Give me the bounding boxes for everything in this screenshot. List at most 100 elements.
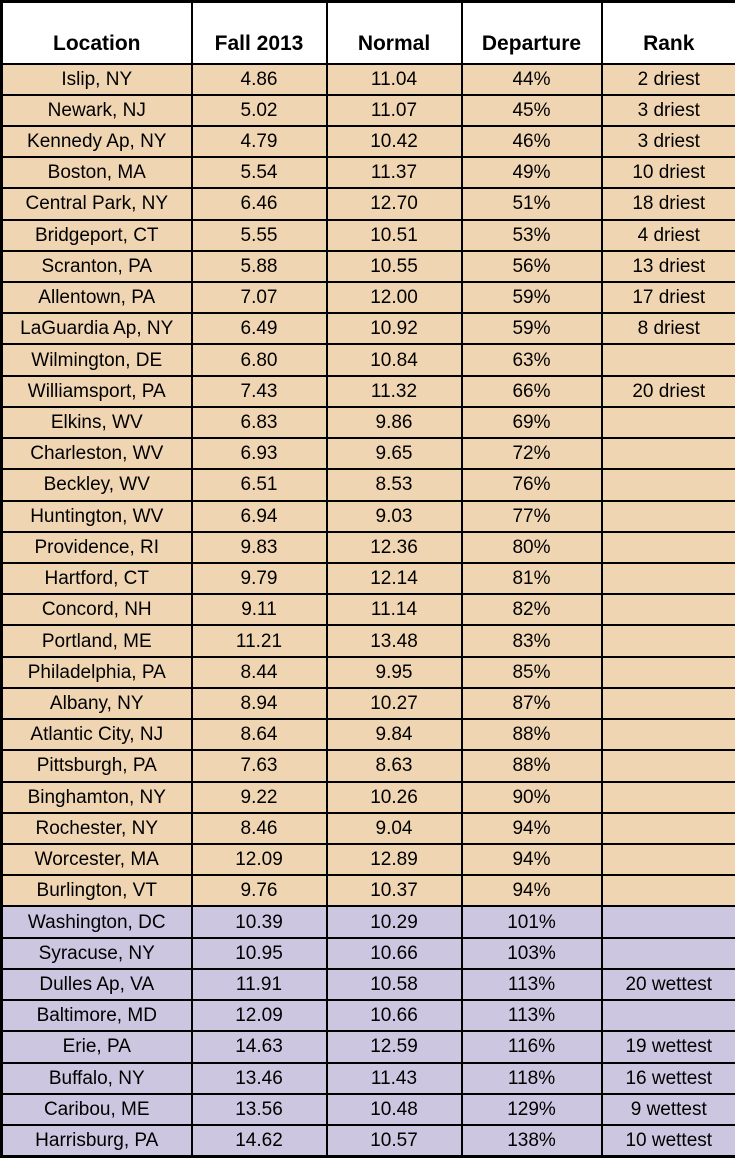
cell-rank xyxy=(600,749,735,783)
cell-normal: 9.65 xyxy=(325,437,463,471)
cell-location: Scranton, PA xyxy=(0,249,193,284)
cell-fall-2013: 9.11 xyxy=(190,593,328,627)
table-row: Washington, DC 10.39 10.29 101% xyxy=(0,905,735,939)
cell-rank: 3 driest xyxy=(600,124,735,159)
cell-rank xyxy=(600,811,735,845)
cell-rank xyxy=(600,999,735,1033)
cell-location: Charleston, WV xyxy=(0,437,193,471)
cell-normal: 10.51 xyxy=(325,218,463,252)
table-row: Wilmington, DE 6.80 10.84 63% xyxy=(0,343,735,377)
cell-rank: 10 wettest xyxy=(600,1123,735,1158)
cell-fall-2013: 5.55 xyxy=(190,218,328,252)
cell-fall-2013: 6.83 xyxy=(190,405,328,440)
column-header-fall-2013: Fall 2013 xyxy=(190,0,328,65)
table-row: Newark, NJ 5.02 11.07 45% 3 driest xyxy=(0,93,735,127)
cell-fall-2013: 11.91 xyxy=(190,967,328,1002)
table-row: Rochester, NY 8.46 9.04 94% xyxy=(0,811,735,845)
cell-location: Elkins, WV xyxy=(0,405,193,440)
cell-normal: 9.86 xyxy=(325,405,463,440)
cell-location: Syracuse, NY xyxy=(0,936,193,970)
cell-fall-2013: 11.21 xyxy=(190,624,328,658)
cell-normal: 8.63 xyxy=(325,749,463,783)
table-row: Kennedy Ap, NY 4.79 10.42 46% 3 driest xyxy=(0,124,735,159)
cell-departure: 53% xyxy=(460,218,603,252)
table-row: Allentown, PA 7.07 12.00 59% 17 driest xyxy=(0,281,735,315)
cell-departure: 94% xyxy=(460,842,603,877)
cell-normal: 10.55 xyxy=(325,249,463,284)
cell-departure: 88% xyxy=(460,749,603,783)
cell-departure: 59% xyxy=(460,281,603,315)
cell-rank xyxy=(600,593,735,627)
cell-rank xyxy=(600,686,735,721)
table-header-row: Location Fall 2013 Normal Departure Rank xyxy=(0,0,735,65)
cell-rank xyxy=(600,530,735,565)
cell-fall-2013: 14.63 xyxy=(190,1030,328,1064)
cell-normal: 8.53 xyxy=(325,468,463,502)
cell-fall-2013: 6.49 xyxy=(190,312,328,346)
cell-departure: 85% xyxy=(460,655,603,689)
cell-fall-2013: 10.39 xyxy=(190,905,328,939)
cell-departure: 76% xyxy=(460,468,603,502)
cell-normal: 10.42 xyxy=(325,124,463,159)
cell-location: Rochester, NY xyxy=(0,811,193,845)
cell-departure: 94% xyxy=(460,811,603,845)
cell-fall-2013: 8.46 xyxy=(190,811,328,845)
table-row: Harrisburg, PA 14.62 10.57 138% 10 wettest xyxy=(0,1123,735,1158)
table-row: Burlington, VT 9.76 10.37 94% xyxy=(0,874,735,908)
cell-rank xyxy=(600,405,735,440)
table-row: Binghamton, NY 9.22 10.26 90% xyxy=(0,780,735,814)
cell-normal: 12.59 xyxy=(325,1030,463,1064)
cell-normal: 11.07 xyxy=(325,93,463,127)
cell-rank: 10 driest xyxy=(600,156,735,190)
cell-fall-2013: 7.43 xyxy=(190,374,328,408)
table-row: Scranton, PA 5.88 10.55 56% 13 driest xyxy=(0,249,735,284)
cell-location: Boston, MA xyxy=(0,156,193,190)
cell-fall-2013: 12.09 xyxy=(190,999,328,1033)
cell-departure: 46% xyxy=(460,124,603,159)
table-row: Erie, PA 14.63 12.59 116% 19 wettest xyxy=(0,1030,735,1064)
table-row: Albany, NY 8.94 10.27 87% xyxy=(0,686,735,721)
cell-location: Atlantic City, NJ xyxy=(0,718,193,752)
cell-location: Wilmington, DE xyxy=(0,343,193,377)
table-body: Islip, NY 4.86 11.04 44% 2 driest Newark, NJ 5… xyxy=(0,62,735,1158)
table-row: Buffalo, NY 13.46 11.43 118% 16 wettest xyxy=(0,1061,735,1095)
cell-normal: 12.89 xyxy=(325,842,463,877)
cell-fall-2013: 13.56 xyxy=(190,1092,328,1126)
cell-normal: 9.95 xyxy=(325,655,463,689)
cell-departure: 45% xyxy=(460,93,603,127)
cell-rank: 19 wettest xyxy=(600,1030,735,1064)
cell-normal: 11.32 xyxy=(325,374,463,408)
cell-departure: 129% xyxy=(460,1092,603,1126)
cell-location: Worcester, MA xyxy=(0,842,193,877)
cell-rank: 20 wettest xyxy=(600,967,735,1002)
cell-location: Albany, NY xyxy=(0,686,193,721)
cell-fall-2013: 6.51 xyxy=(190,468,328,502)
cell-rank xyxy=(600,624,735,658)
column-header-normal: Normal xyxy=(325,0,463,65)
cell-normal: 9.03 xyxy=(325,499,463,533)
cell-rank: 8 driest xyxy=(600,312,735,346)
cell-departure: 63% xyxy=(460,343,603,377)
cell-normal: 9.04 xyxy=(325,811,463,845)
cell-location: Binghamton, NY xyxy=(0,780,193,814)
cell-location: Beckley, WV xyxy=(0,468,193,502)
cell-fall-2013: 8.64 xyxy=(190,718,328,752)
cell-normal: 11.37 xyxy=(325,156,463,190)
cell-departure: 138% xyxy=(460,1123,603,1158)
cell-rank xyxy=(600,718,735,752)
cell-fall-2013: 10.95 xyxy=(190,936,328,970)
cell-rank xyxy=(600,561,735,596)
cell-location: Huntington, WV xyxy=(0,499,193,533)
cell-location: Harrisburg, PA xyxy=(0,1123,193,1158)
cell-normal: 11.43 xyxy=(325,1061,463,1095)
cell-departure: 83% xyxy=(460,624,603,658)
cell-location: Williamsport, PA xyxy=(0,374,193,408)
table-row: Hartford, CT 9.79 12.14 81% xyxy=(0,561,735,596)
cell-rank xyxy=(600,905,735,939)
cell-fall-2013: 5.54 xyxy=(190,156,328,190)
cell-fall-2013: 6.80 xyxy=(190,343,328,377)
cell-normal: 11.04 xyxy=(325,62,463,96)
cell-departure: 69% xyxy=(460,405,603,440)
cell-fall-2013: 6.93 xyxy=(190,437,328,471)
cell-departure: 82% xyxy=(460,593,603,627)
